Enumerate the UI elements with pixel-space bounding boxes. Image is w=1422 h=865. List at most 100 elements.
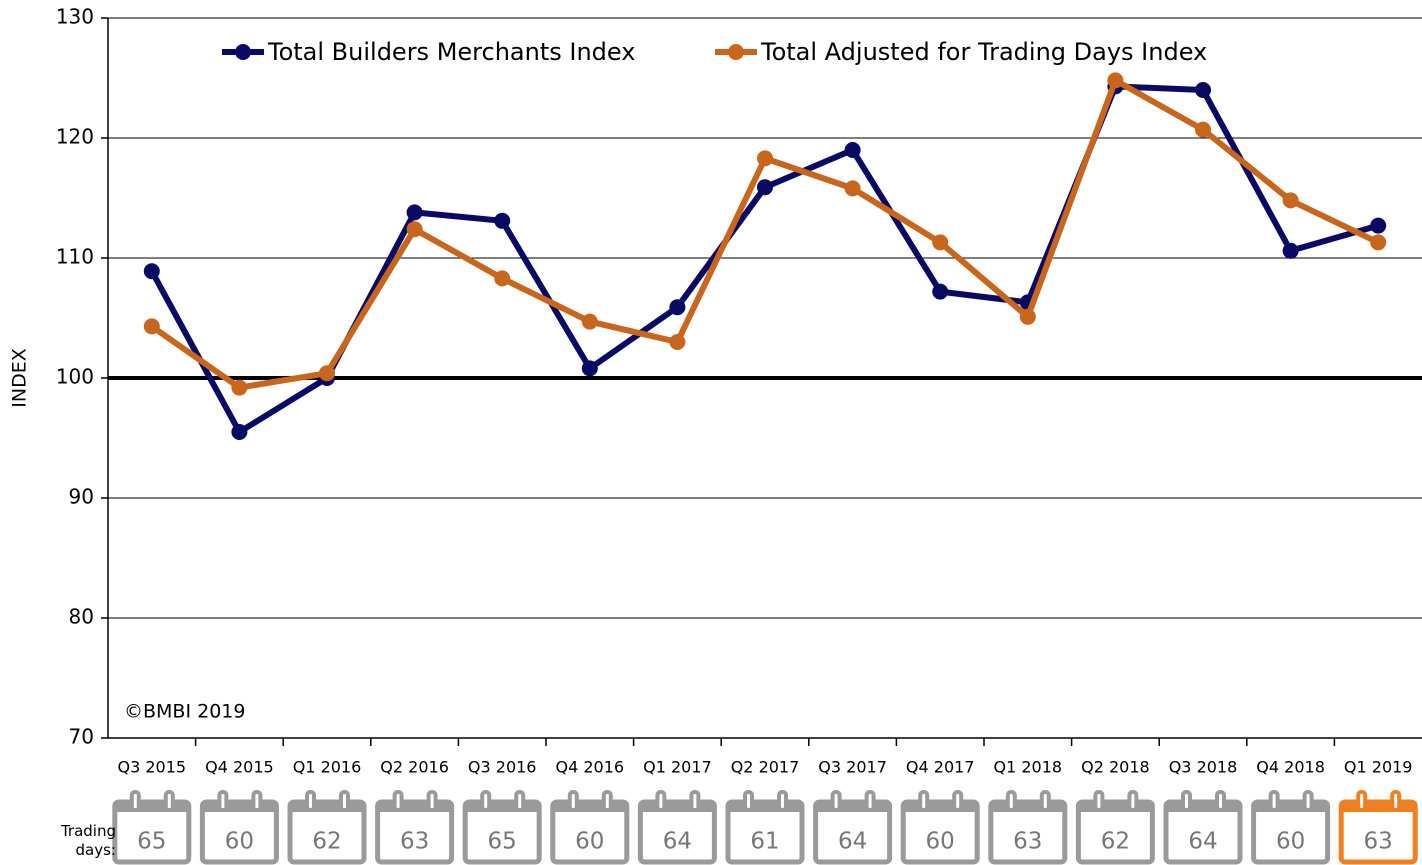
trading-days-value: 61 xyxy=(750,829,779,855)
trading-days-value: 60 xyxy=(1276,829,1305,855)
legend-label: Total Adjusted for Trading Days Index xyxy=(760,38,1207,66)
trading-days-value: 64 xyxy=(663,829,692,855)
data-point xyxy=(932,234,949,251)
calendar-top xyxy=(1253,802,1328,812)
calendar-ring xyxy=(830,790,842,812)
calendar-ring xyxy=(1302,790,1314,812)
data-point xyxy=(1282,242,1299,259)
trading-days-label: Trading days: xyxy=(60,822,116,859)
y-tick-label: 100 xyxy=(56,365,94,389)
x-tick-label: Q4 2017 xyxy=(906,758,975,777)
calendar-ring xyxy=(217,790,229,812)
x-tick-label: Q3 2017 xyxy=(818,758,887,777)
data-point xyxy=(406,221,423,238)
calendar-top xyxy=(815,802,890,812)
trading-days-value: 60 xyxy=(575,829,604,855)
data-point xyxy=(1195,82,1211,98)
calendar-ring xyxy=(777,790,788,812)
calendar-ring xyxy=(251,790,263,812)
data-point xyxy=(1282,192,1299,209)
x-tick-label: Q3 2015 xyxy=(118,758,187,777)
calendar-top xyxy=(1341,802,1416,812)
trading-days-value: 65 xyxy=(137,829,166,855)
data-point xyxy=(143,263,160,280)
calendar-ring xyxy=(567,790,579,812)
calendar-ring xyxy=(918,790,930,812)
x-tick-label: Q1 2016 xyxy=(293,758,362,777)
calendar-ring xyxy=(1215,790,1226,812)
x-tick-label: Q4 2016 xyxy=(556,758,625,777)
calendar-ring xyxy=(689,790,701,812)
data-point xyxy=(494,212,511,229)
y-tick-label: 90 xyxy=(69,485,94,509)
calendar-ring xyxy=(392,790,404,812)
data-point xyxy=(1019,308,1036,325)
calendar-ring xyxy=(1181,790,1192,812)
calendar-top xyxy=(290,802,364,812)
calendar-ring xyxy=(601,790,613,812)
calendar-ring xyxy=(1127,790,1139,812)
calendar-ring xyxy=(129,790,141,812)
data-point xyxy=(757,150,773,167)
x-tick-label: Q4 2018 xyxy=(1256,758,1325,777)
data-point xyxy=(581,360,598,377)
data-point xyxy=(1370,234,1387,251)
calendar-ring xyxy=(1268,790,1280,812)
legend-marker xyxy=(728,44,744,60)
x-tick-label: Q4 2015 xyxy=(205,758,274,777)
calendar-ring xyxy=(163,790,175,812)
trading-days-value: 64 xyxy=(838,829,867,855)
x-tick-label: Q1 2018 xyxy=(994,758,1063,777)
legend-label: Total Builders Merchants Index xyxy=(267,38,635,66)
calendar-ring xyxy=(655,790,667,812)
trading-days-value: 63 xyxy=(1364,829,1393,855)
calendar-top xyxy=(640,802,715,812)
calendar-ring xyxy=(743,790,754,812)
data-point xyxy=(1107,72,1124,89)
trading-days-value: 62 xyxy=(312,829,341,855)
calendar-top xyxy=(114,802,189,812)
data-point xyxy=(844,180,861,197)
y-tick-label: 130 xyxy=(56,5,94,29)
data-point xyxy=(231,379,248,396)
data-point xyxy=(319,365,335,382)
x-tick-label: Q3 2018 xyxy=(1169,758,1238,777)
calendar-top xyxy=(465,802,540,812)
calendar-ring xyxy=(480,790,492,812)
data-point xyxy=(231,424,248,440)
calendar-ring xyxy=(1093,790,1105,812)
calendar-ring xyxy=(1005,790,1017,812)
calendar-ring xyxy=(1356,790,1368,812)
calendar-top xyxy=(552,802,627,812)
data-point xyxy=(844,142,861,158)
calendar-ring xyxy=(426,790,438,812)
calendar-top xyxy=(377,802,452,812)
annotation: ©BMBI 2019 xyxy=(124,701,245,723)
calendar-top xyxy=(1078,802,1153,812)
calendar-top xyxy=(202,802,277,812)
data-point xyxy=(757,179,773,196)
x-tick-label: Q2 2016 xyxy=(380,758,449,777)
trading-days-value: 64 xyxy=(1188,829,1217,855)
data-point xyxy=(669,334,686,350)
y-tick-label: 110 xyxy=(56,245,94,269)
y-tick-label: 120 xyxy=(56,125,94,149)
y-tick-label: 80 xyxy=(69,605,94,629)
data-point xyxy=(494,270,511,287)
x-tick-label: Q1 2019 xyxy=(1344,758,1413,777)
data-point xyxy=(1370,217,1387,234)
calendar-top xyxy=(903,802,978,812)
x-tick-label: Q2 2018 xyxy=(1081,758,1150,777)
calendar-top xyxy=(1166,802,1240,812)
calendar-ring xyxy=(514,790,526,812)
x-tick-label: Q3 2016 xyxy=(468,758,537,777)
calendar-ring xyxy=(339,790,350,812)
calendar-top xyxy=(728,802,802,812)
series-line xyxy=(150,77,1380,391)
y-axis-label: INDEX xyxy=(9,348,31,407)
calendar-ring xyxy=(952,790,964,812)
trading-days-value: 62 xyxy=(1101,829,1130,855)
data-point xyxy=(1195,121,1211,138)
